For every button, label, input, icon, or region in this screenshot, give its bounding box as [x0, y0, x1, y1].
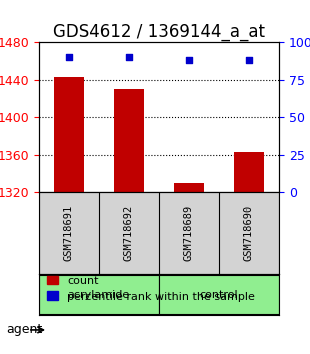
- Point: [66, 55, 71, 60]
- FancyBboxPatch shape: [39, 275, 159, 314]
- FancyBboxPatch shape: [159, 275, 279, 314]
- Point: [186, 58, 191, 63]
- Title: GDS4612 / 1369144_a_at: GDS4612 / 1369144_a_at: [53, 23, 265, 41]
- Point: [126, 55, 131, 60]
- Text: acrylamide: acrylamide: [68, 290, 130, 299]
- Text: GSM718689: GSM718689: [184, 205, 194, 261]
- Text: GSM718692: GSM718692: [124, 205, 134, 261]
- Bar: [114, 89, 144, 192]
- Bar: [234, 152, 264, 192]
- Bar: [174, 183, 204, 192]
- Point: [246, 58, 251, 63]
- Text: GSM718691: GSM718691: [64, 205, 74, 261]
- Text: agent: agent: [6, 324, 42, 336]
- Bar: [54, 77, 84, 192]
- Text: control: control: [200, 290, 238, 299]
- Legend: count, percentile rank within the sample: count, percentile rank within the sample: [43, 271, 259, 306]
- Text: GSM718690: GSM718690: [244, 205, 254, 261]
